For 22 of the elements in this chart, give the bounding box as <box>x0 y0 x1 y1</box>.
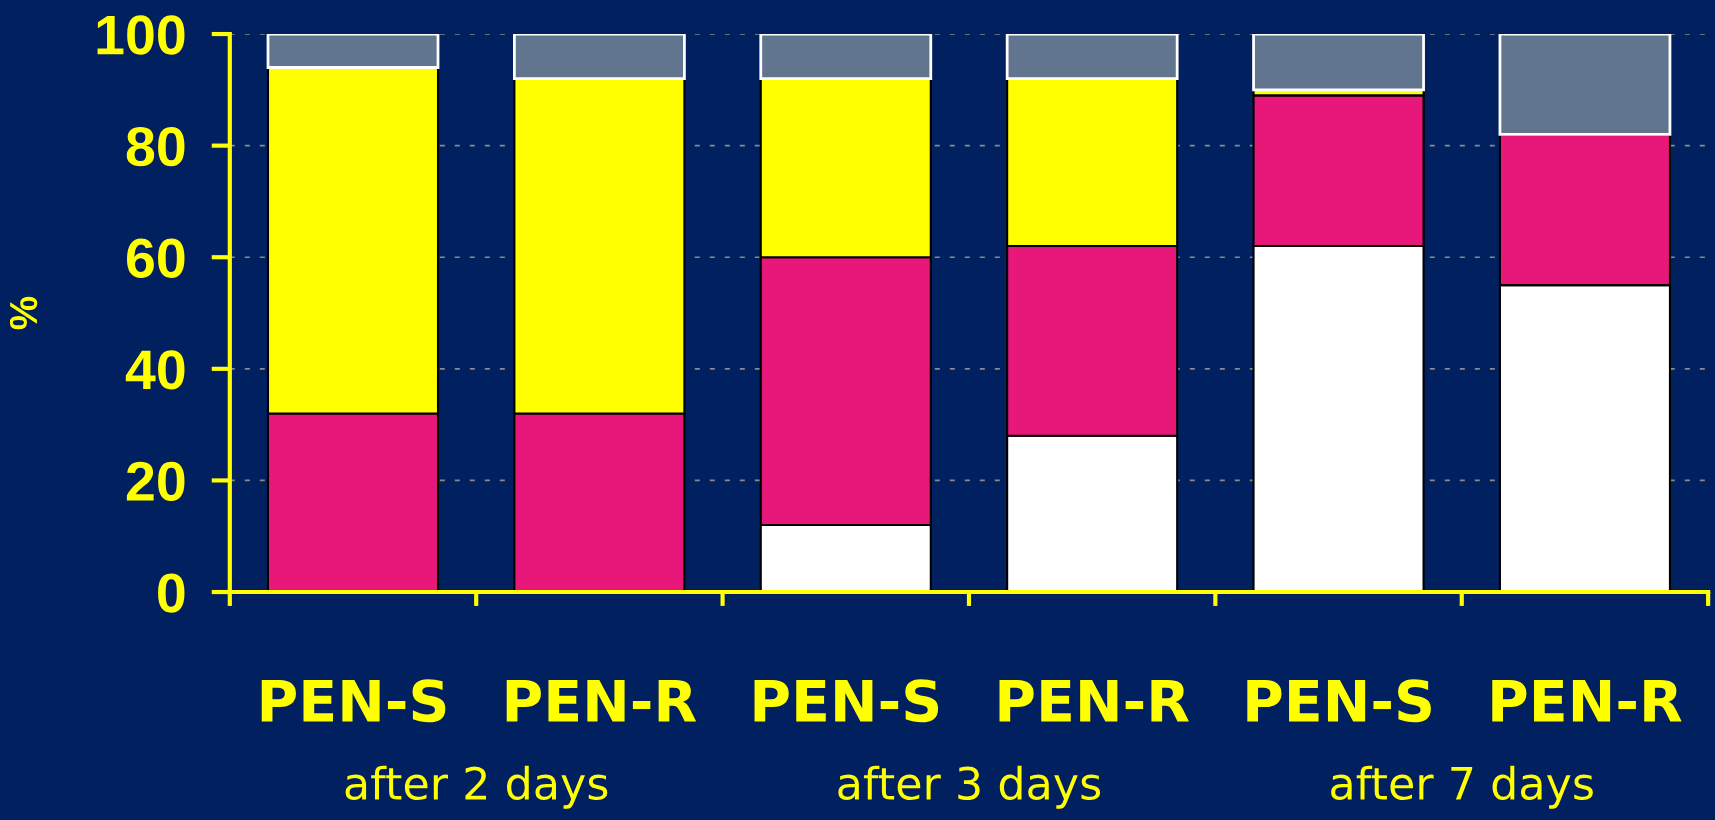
y-tick-label: 20 <box>126 461 185 502</box>
bar <box>1252 34 1425 92</box>
y-tick-label: 40 <box>125 350 185 390</box>
text: after 7 days <box>1331 765 1593 809</box>
x-tick-label: PEN-R <box>1492 679 1682 722</box>
y-tick-label: 100 <box>97 15 185 55</box>
bar <box>759 34 933 81</box>
bar <box>1005 34 1179 81</box>
y-tick-label: 80 <box>126 126 185 167</box>
x-tick-label: PEN-S <box>754 679 939 723</box>
bar <box>1498 34 1672 136</box>
y-tick-label: 0 <box>158 573 185 613</box>
bar <box>266 34 440 69</box>
x-tick-label: PEN-R <box>506 679 697 722</box>
bar <box>513 34 686 81</box>
x-tick-label: PEN-S <box>1247 679 1431 723</box>
text: after 3 days <box>838 765 1101 809</box>
x-tick-label: PEN-S <box>261 679 446 723</box>
text: after 2 days <box>345 765 608 809</box>
y-axis-title: % <box>9 296 38 330</box>
y-tick-label: 60 <box>127 238 185 278</box>
x-tick-label: PEN-R <box>999 679 1189 722</box>
